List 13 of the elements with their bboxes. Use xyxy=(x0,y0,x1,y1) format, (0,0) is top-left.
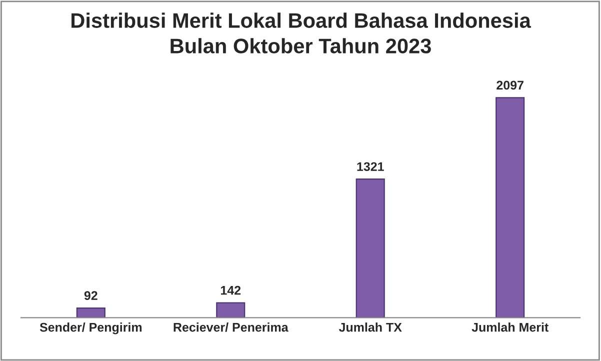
bar xyxy=(496,97,525,318)
x-tick-label: Jumlah Merit xyxy=(472,322,548,332)
x-tick-label: Reciever/ Penerima xyxy=(174,322,288,332)
x-tick-label: Jumlah TX xyxy=(338,322,402,332)
data-label: 1321 xyxy=(357,162,384,172)
bar xyxy=(356,178,385,318)
data-label: 92 xyxy=(84,291,98,300)
x-tick-label: Sender/ Pengirim xyxy=(40,322,142,334)
bar xyxy=(76,307,106,318)
data-label: 142 xyxy=(220,286,241,295)
bar xyxy=(216,302,246,318)
chart-title: Distribusi Merit Lokal Board Bahasa Indonesia Bulan Oktober Tahun 2023 xyxy=(72,12,532,54)
data-label: 2097 xyxy=(496,80,524,90)
